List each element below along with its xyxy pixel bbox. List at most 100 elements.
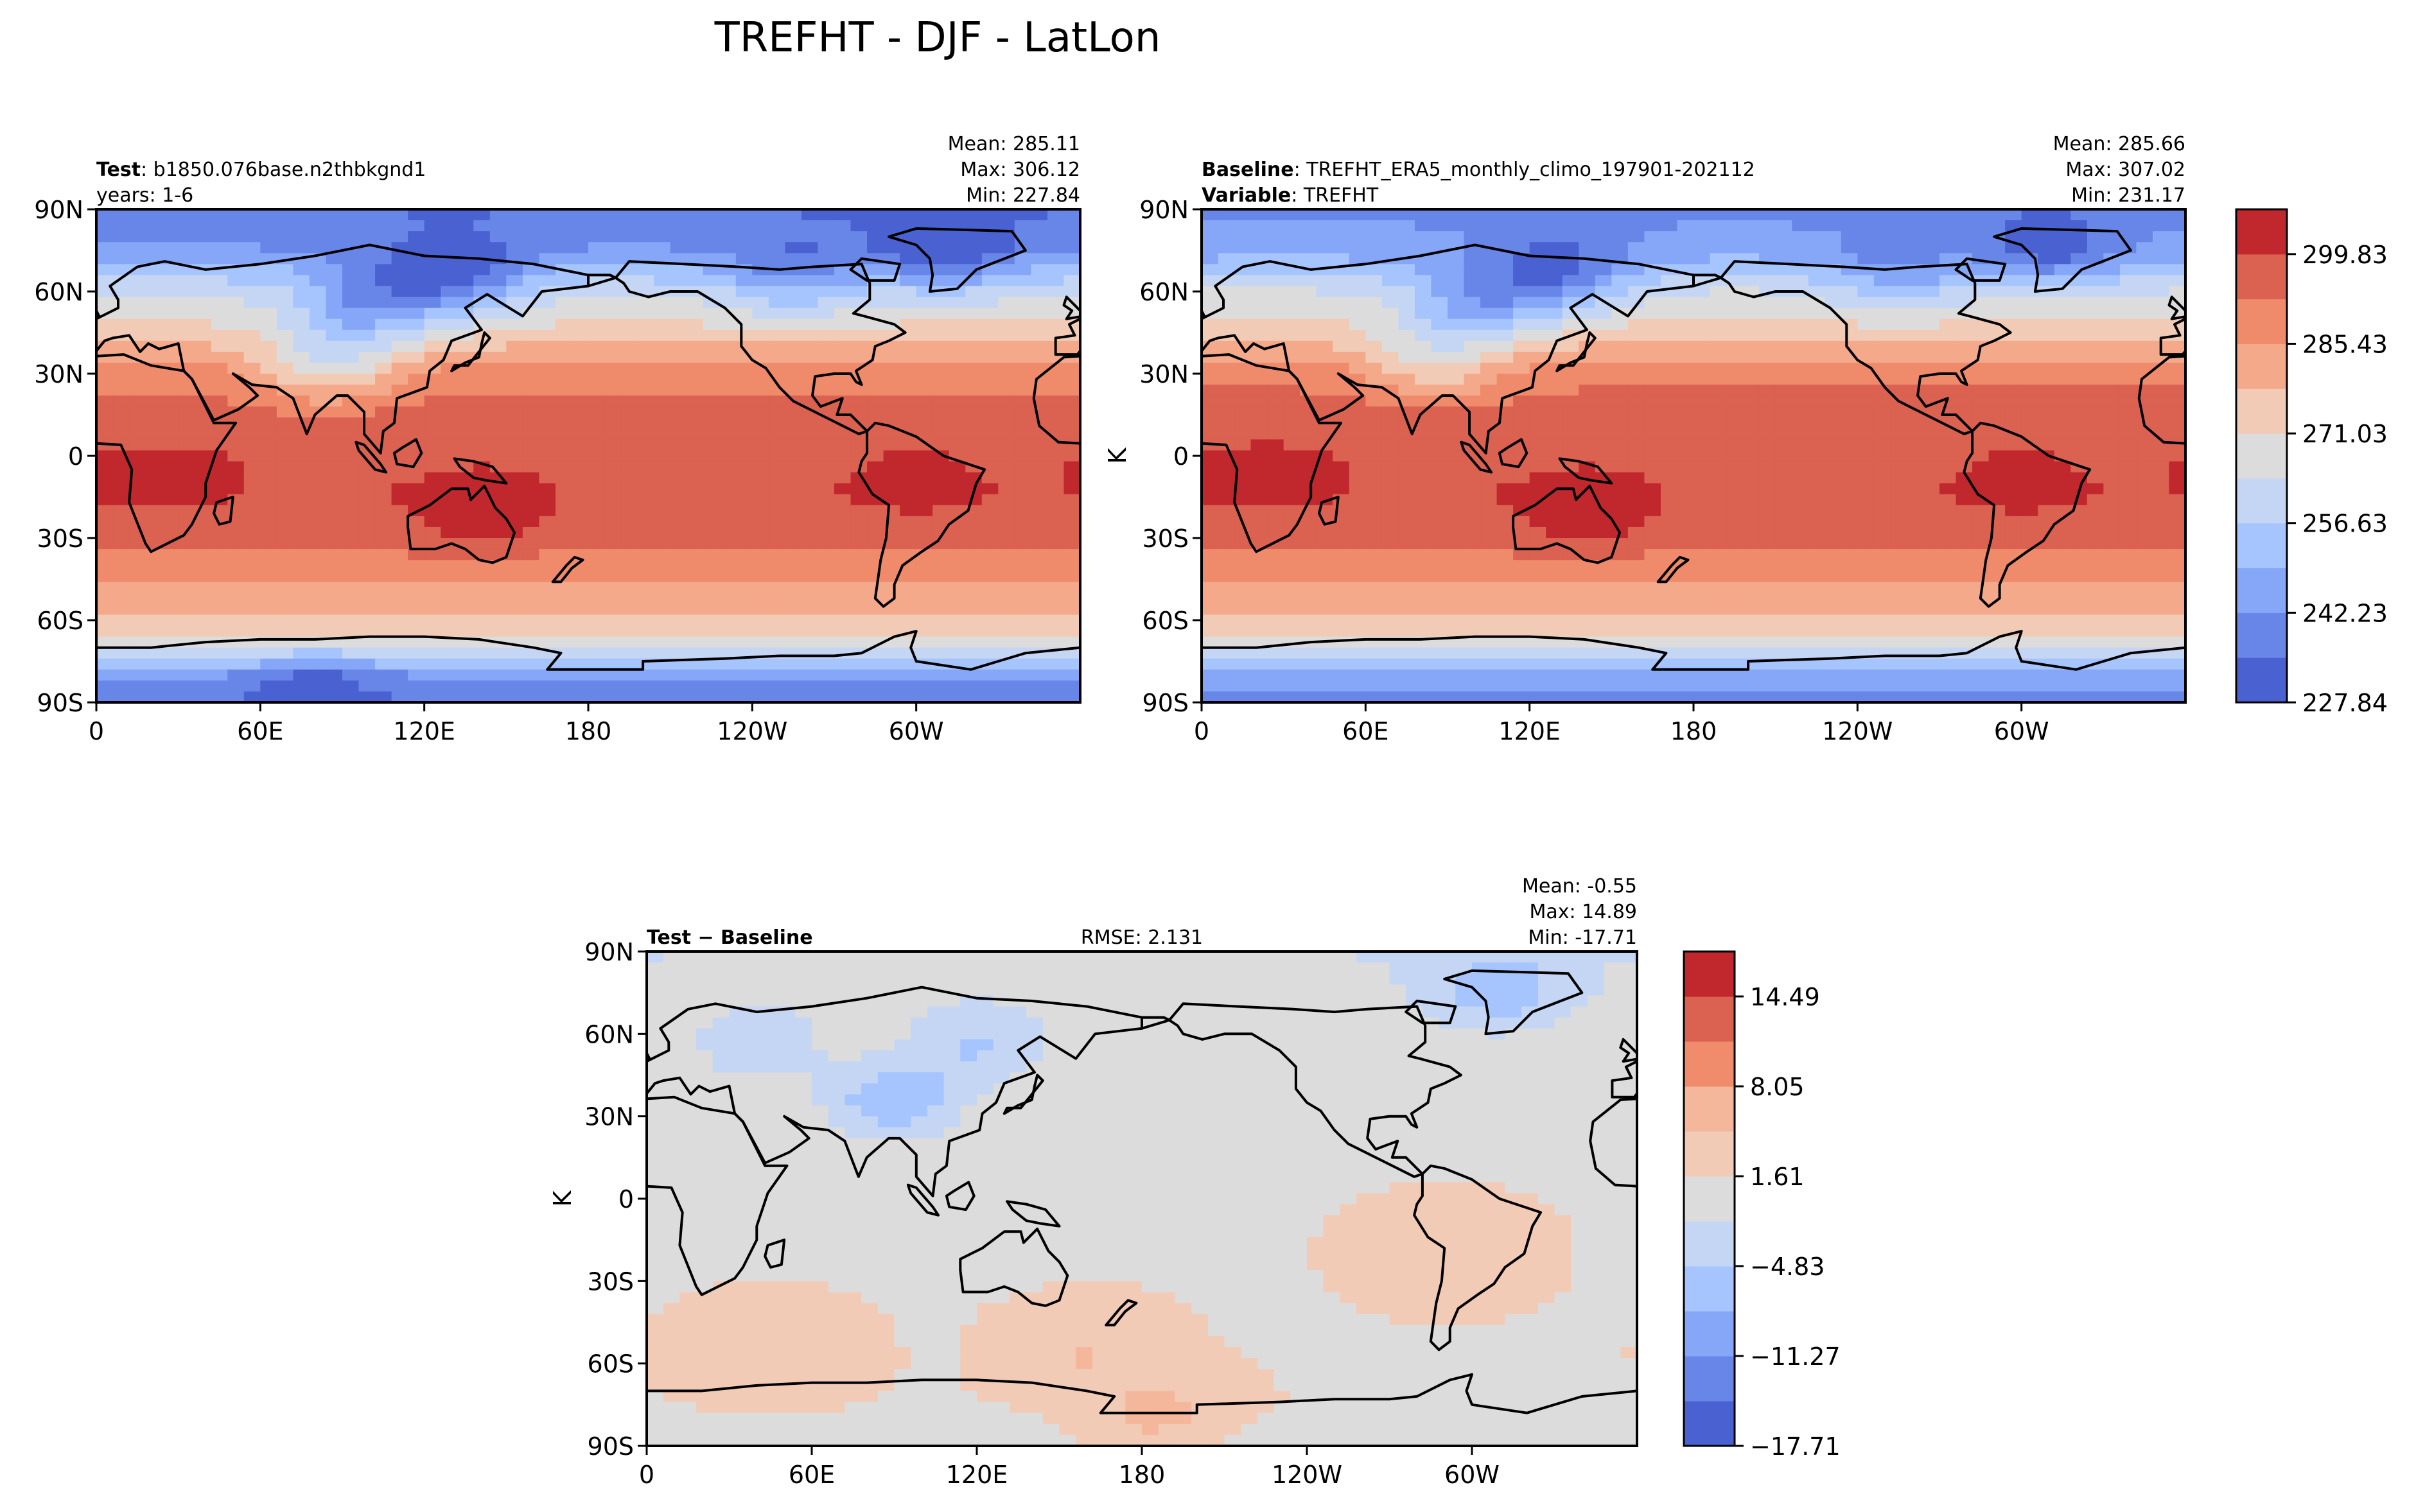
- field-cell: [1857, 308, 1875, 320]
- field-cell: [1923, 571, 1940, 583]
- field-cell: [424, 647, 441, 659]
- field-cell: [293, 538, 310, 550]
- field-cell: [801, 308, 819, 320]
- field-cell: [1031, 461, 1048, 473]
- field-cell: [375, 297, 392, 309]
- field-cell: [2054, 604, 2072, 616]
- field-cell: [785, 571, 802, 583]
- field-cell: [129, 593, 146, 605]
- field-cell: [768, 604, 786, 616]
- field-cell: [1267, 242, 1284, 254]
- field-cell: [162, 385, 179, 396]
- field-cell: [1742, 538, 1760, 550]
- field-cell: [178, 647, 195, 659]
- field-cell: [1513, 308, 1530, 320]
- field-cell: [1677, 275, 1694, 287]
- field-cell: [1014, 417, 1032, 430]
- field-cell: [293, 209, 310, 221]
- field-cell: [1595, 395, 1613, 407]
- field-cell: [162, 286, 179, 298]
- field-cell: [2054, 417, 2072, 430]
- field-cell: [441, 253, 458, 265]
- field-cell: [96, 406, 114, 419]
- field-cell: [1595, 220, 1613, 232]
- field-cell: [1611, 505, 1629, 517]
- field-cell: [441, 472, 458, 484]
- field-cell: [965, 625, 983, 638]
- field-cell: [162, 526, 179, 539]
- field-cell: [555, 395, 573, 407]
- field-cell: [1579, 582, 1596, 594]
- field-cell: [1694, 461, 1711, 473]
- field-cell: [916, 318, 933, 331]
- field-cell: [588, 483, 606, 495]
- field-cell: [2021, 505, 2038, 517]
- field-cell: [1726, 242, 1744, 254]
- field-cell: [195, 439, 212, 451]
- field-cell: [506, 385, 523, 396]
- field-cell: [227, 351, 245, 363]
- field-cell: [145, 691, 162, 702]
- field-cell: [1414, 209, 1432, 221]
- field-cell: [604, 374, 622, 385]
- field-cell: [981, 549, 999, 560]
- field-cell: [2054, 461, 2072, 473]
- field-cell: [1398, 385, 1415, 396]
- field-cell: [1808, 549, 1826, 560]
- field-cell: [1047, 297, 1065, 309]
- field-cell: [834, 582, 852, 594]
- field-cell: [900, 593, 917, 605]
- field-cell: [162, 264, 179, 276]
- field-cell: [1316, 472, 1334, 484]
- field-cell: [1496, 351, 1514, 363]
- field-cell: [375, 472, 392, 484]
- field-cell: [408, 604, 425, 616]
- field-cell: [506, 647, 523, 659]
- field-cell: [1014, 614, 1032, 627]
- field-cell: [1234, 472, 1252, 484]
- field-cell: [1218, 571, 1235, 583]
- field-cell: [604, 505, 622, 517]
- field-cell: [998, 494, 1015, 506]
- field-cell: [539, 494, 556, 506]
- field-cell: [965, 406, 983, 419]
- field-cell: [2169, 428, 2185, 440]
- field-cell: [1031, 483, 1048, 495]
- field-cell: [276, 669, 294, 681]
- field-cell: [850, 571, 868, 583]
- field-cell: [506, 571, 523, 583]
- field-cell: [2054, 395, 2072, 407]
- field-cell: [1529, 351, 1546, 363]
- field-cell: [1726, 406, 1744, 419]
- field-cell: [1841, 417, 1859, 430]
- field-cell: [670, 428, 687, 440]
- field-cell: [129, 231, 146, 243]
- field-cell: [1759, 340, 1776, 352]
- field-cell: [735, 516, 753, 528]
- field-cell: [1611, 264, 1629, 276]
- field-cell: [1529, 264, 1546, 276]
- field-cell: [1808, 483, 1826, 495]
- field-cell: [703, 636, 721, 648]
- field-cell: [735, 549, 753, 560]
- field-cell: [276, 472, 294, 484]
- field-cell: [276, 505, 294, 517]
- field-cell: [1031, 680, 1048, 692]
- field-cell: [96, 526, 114, 539]
- field-cell: [293, 286, 310, 298]
- field-cell: [2103, 406, 2121, 419]
- field-cell: [949, 253, 967, 265]
- field-cell: [2038, 374, 2055, 385]
- field-cell: [604, 308, 622, 320]
- field-cell: [1513, 231, 1530, 243]
- field-cell: [1611, 604, 1629, 616]
- field-cell: [834, 253, 852, 265]
- field-cell: [2087, 571, 2105, 583]
- field-cell: [276, 231, 294, 243]
- field-cell: [2021, 450, 2038, 462]
- field-cell: [637, 647, 654, 659]
- field-cell: [2070, 329, 2088, 342]
- field-cell: [818, 340, 835, 352]
- field-cell: [1448, 362, 1465, 374]
- field-cell: [457, 286, 475, 298]
